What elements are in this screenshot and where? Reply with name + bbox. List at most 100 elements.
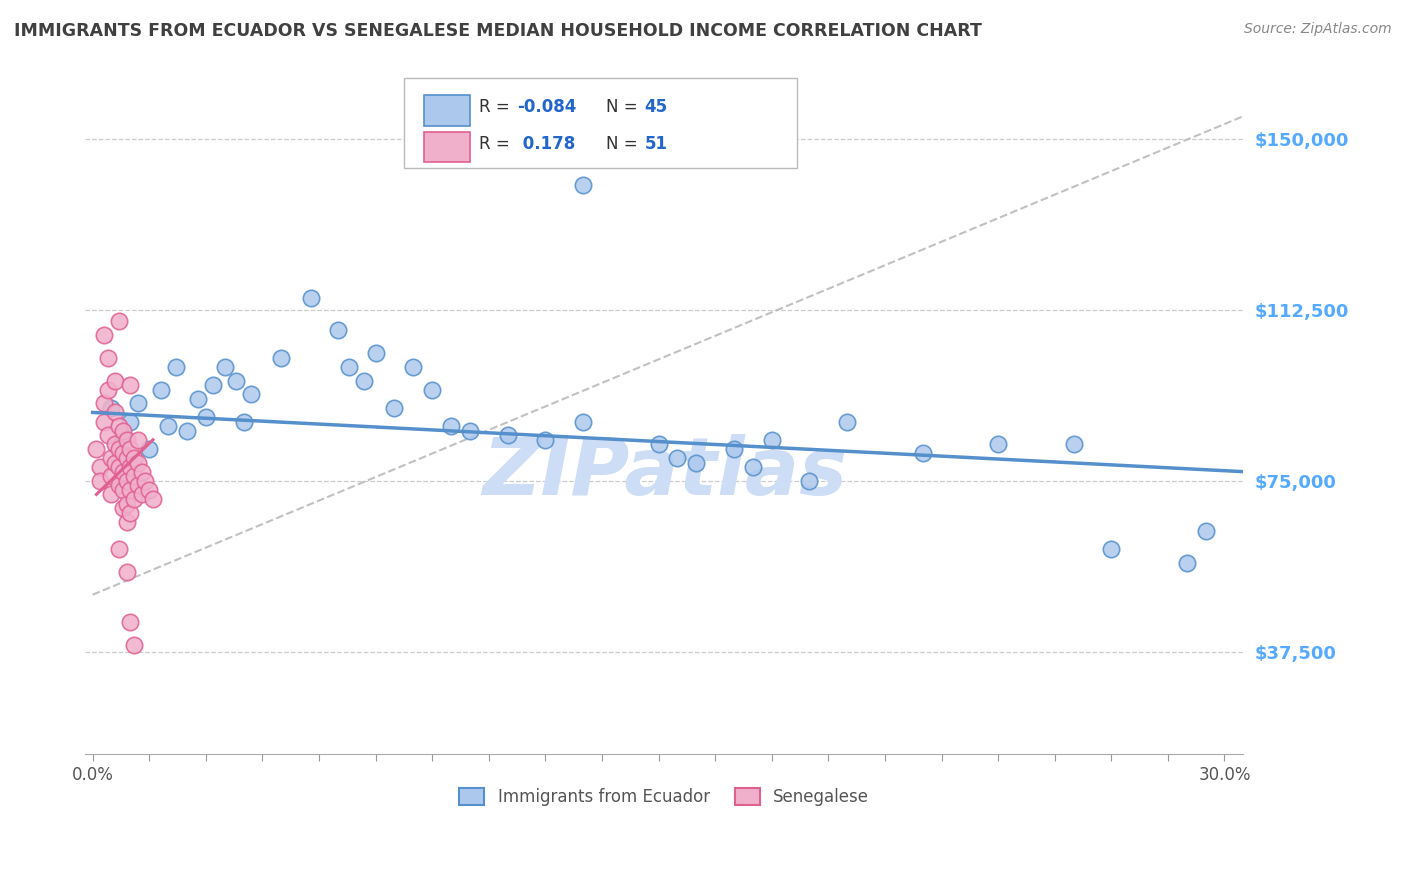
Point [364,346,387,360]
Point [837,415,859,429]
Point [111,424,134,438]
Point [987,437,1010,451]
Point [301,292,323,306]
Point [120,460,142,475]
Point [115,450,138,465]
Text: N =: N = [606,136,643,153]
Point [97,383,120,397]
Point [120,415,142,429]
Point [100,487,122,501]
Point [120,442,142,456]
Point [270,351,292,365]
Point [232,415,254,429]
Legend: Immigrants from Ecuador, Senegalese: Immigrants from Ecuador, Senegalese [453,781,876,813]
Point [111,483,134,497]
Point [97,428,120,442]
Point [104,374,127,388]
Point [353,374,375,388]
Point [100,450,122,465]
Point [104,405,127,419]
Point [534,433,557,447]
Point [108,478,131,492]
Point [115,565,138,579]
Point [440,419,463,434]
Point [93,415,115,429]
Point [496,428,519,442]
Point [108,460,131,475]
Point [111,446,134,460]
Point [122,450,145,465]
Point [115,433,138,447]
Point [108,442,131,456]
Point [647,437,669,451]
Text: 45: 45 [644,98,668,117]
Point [240,387,263,401]
Point [104,456,127,470]
Point [202,378,225,392]
Point [108,542,131,557]
Point [115,497,138,511]
Text: 51: 51 [644,136,668,153]
Point [723,442,745,456]
Point [127,478,149,492]
Point [108,314,131,328]
Point [108,419,131,434]
Point [458,424,481,438]
Point [157,419,180,434]
Point [1099,542,1122,557]
Point [120,506,142,520]
Point [138,442,160,456]
Point [100,469,122,483]
Point [384,401,406,415]
Point [337,359,360,374]
Point [111,428,134,442]
Point [97,351,120,365]
Point [326,323,349,337]
Point [761,433,783,447]
Point [122,491,145,506]
Text: 0.178: 0.178 [517,136,575,153]
Point [86,442,108,456]
Point [225,374,247,388]
FancyBboxPatch shape [425,132,470,162]
FancyBboxPatch shape [425,95,470,126]
Point [115,474,138,488]
Point [127,456,149,470]
Point [1194,524,1216,538]
Point [120,378,142,392]
Point [111,501,134,516]
Point [420,383,443,397]
Point [165,359,187,374]
Point [741,460,763,475]
Point [402,359,425,374]
Point [911,446,934,460]
Point [127,433,149,447]
FancyBboxPatch shape [404,78,797,168]
Point [799,474,821,488]
Point [1175,556,1198,570]
Point [127,396,149,410]
Point [149,383,172,397]
Point [685,456,707,470]
Point [131,465,153,479]
Point [214,359,236,374]
Point [176,424,198,438]
Point [122,638,145,652]
Text: N =: N = [606,98,643,117]
Point [111,465,134,479]
Point [1063,437,1085,451]
Point [138,483,160,497]
Point [120,615,142,629]
Point [100,401,122,415]
Point [666,450,689,465]
Point [120,483,142,497]
Point [134,474,156,488]
Point [131,487,153,501]
Text: Source: ZipAtlas.com: Source: ZipAtlas.com [1244,22,1392,37]
Point [89,474,111,488]
Point [104,437,127,451]
Text: R =: R = [479,98,515,117]
Text: ZIPatlas: ZIPatlas [482,434,846,512]
Point [93,328,115,343]
Point [142,491,165,506]
